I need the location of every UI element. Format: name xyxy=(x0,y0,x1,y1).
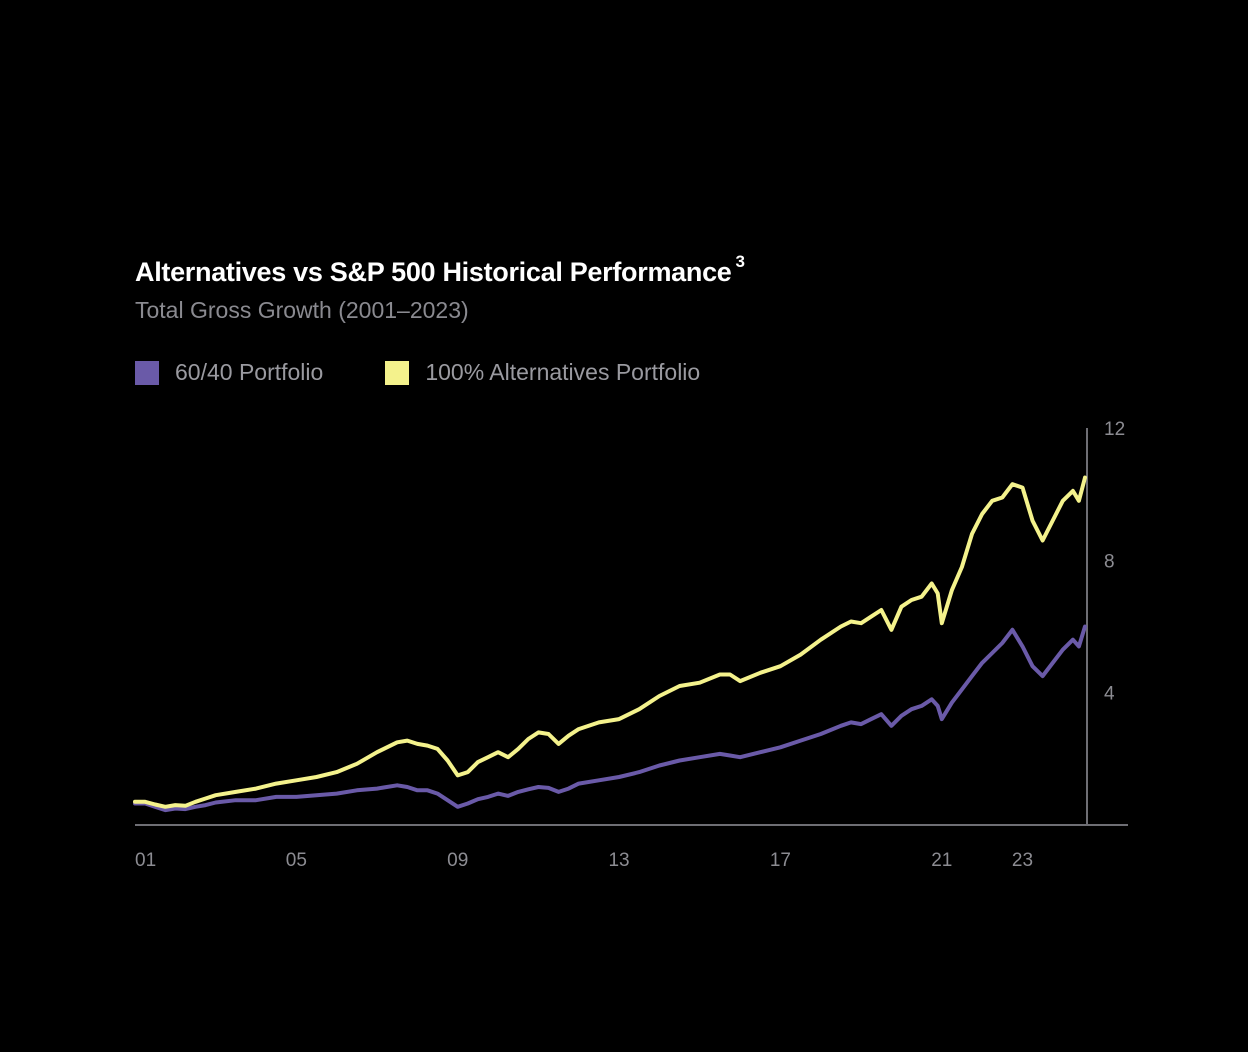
legend-swatch-6040 xyxy=(135,360,159,385)
series-line-6040-portfolio xyxy=(133,624,1087,813)
x-tick-label: 23 xyxy=(1012,850,1033,871)
legend-item-6040: 60/40 Portfolio xyxy=(135,359,323,386)
legend-label-6040: 60/40 Portfolio xyxy=(175,359,324,385)
y-tick-label: 4 xyxy=(1104,684,1115,705)
series-line-alternatives-portfolio xyxy=(133,475,1087,809)
legend-item-alternatives: 100% Alternatives Portfolio xyxy=(385,359,700,386)
x-tick-label: 09 xyxy=(447,850,468,871)
y-tick-label: 8 xyxy=(1104,551,1115,572)
tick-labels: 01 05 09 13 17 21 23 4 8 12 xyxy=(135,419,1125,871)
x-tick-label: 01 xyxy=(135,850,156,871)
y-tick-label: 12 xyxy=(1104,419,1125,440)
chart-title: Alternatives vs S&P 500 Historical Perfo… xyxy=(135,252,745,288)
series-layer xyxy=(133,475,1087,813)
chart-axes xyxy=(135,428,1128,826)
legend-label-alternatives: 100% Alternatives Portfolio xyxy=(425,359,701,385)
x-tick-label: 17 xyxy=(770,850,791,871)
legend: 60/40 Portfolio 100% Alternatives Portfo… xyxy=(135,359,762,386)
x-tick-label: 13 xyxy=(608,850,629,871)
x-tick-label: 05 xyxy=(286,850,307,871)
legend-swatch-alternatives xyxy=(385,360,410,385)
title-footnote-marker: 3 xyxy=(735,252,745,271)
chart-subtitle: Total Gross Growth (2001–2023) xyxy=(135,297,469,323)
x-tick-label: 21 xyxy=(931,850,952,871)
chart-title-text: Alternatives vs S&P 500 Historical Perfo… xyxy=(135,257,732,287)
